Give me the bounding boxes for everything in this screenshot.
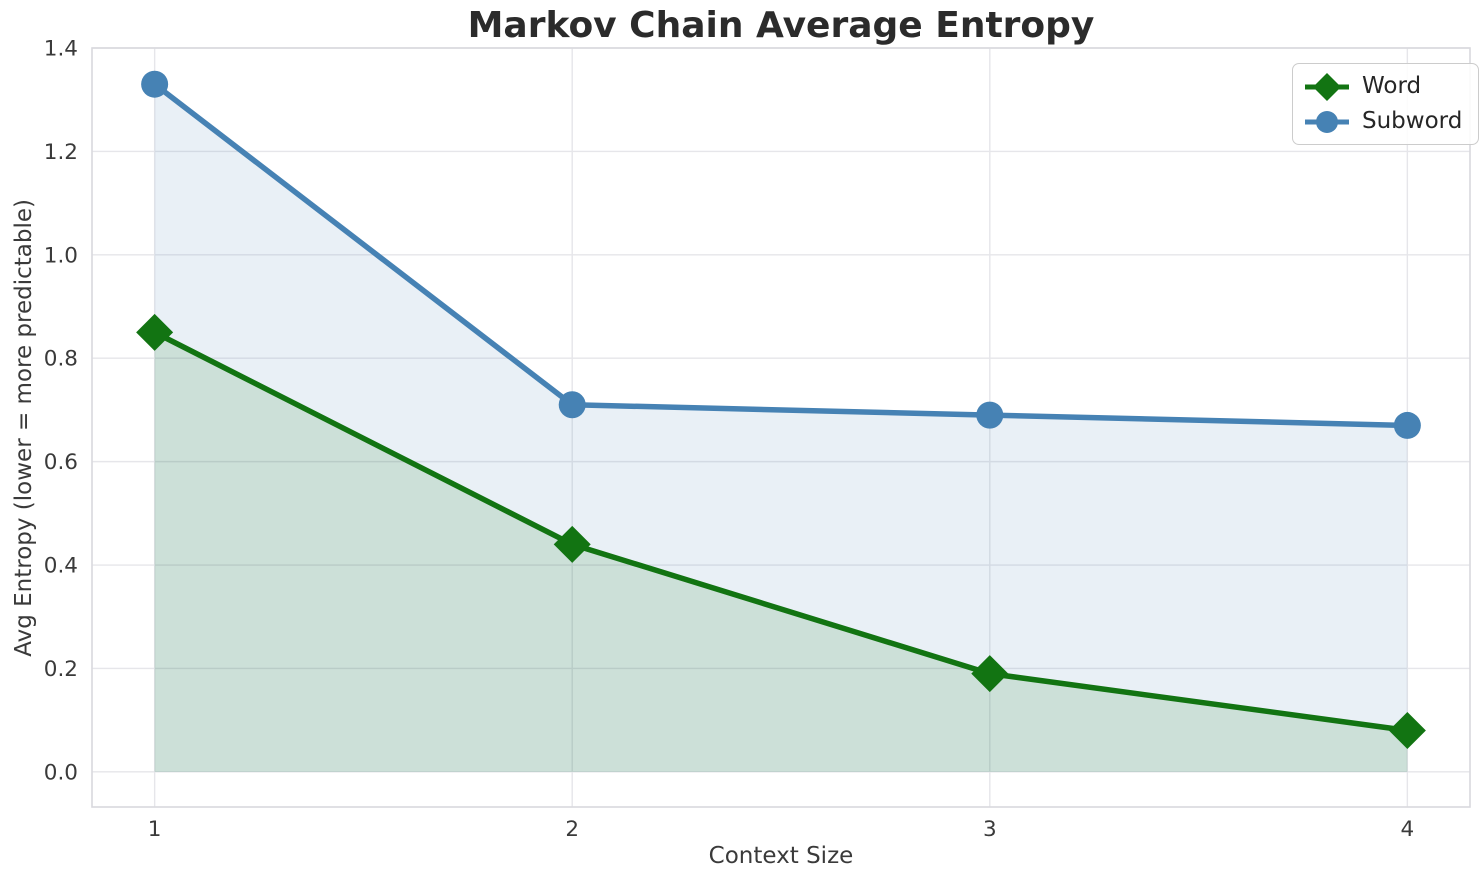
legend-label-word: Word (1362, 73, 1422, 99)
data-point-subword (558, 391, 586, 419)
y-tick-label: 0.4 (44, 554, 78, 579)
data-point-subword (1393, 411, 1421, 439)
y-tick-label: 0.2 (44, 657, 78, 682)
y-tick-label: 1.2 (44, 140, 78, 165)
y-tick-label: 0.8 (44, 347, 78, 372)
legend-item-subword: Subword (1302, 105, 1462, 138)
chart-title: Markov Chain Average Entropy (467, 5, 1095, 46)
x-tick-label: 3 (983, 817, 997, 842)
data-point-word (553, 525, 591, 563)
diamond-marker-icon (1305, 72, 1349, 101)
y-tick-label: 1.4 (44, 37, 78, 62)
plot-frame (91, 47, 1471, 808)
legend: Word Subword (1292, 63, 1480, 145)
x-tick-label: 2 (565, 817, 579, 842)
data-point-word (1388, 711, 1426, 749)
circle-marker-icon (1305, 110, 1349, 133)
data-point-subword (141, 70, 169, 98)
x-tick-label: 1 (148, 817, 162, 842)
x-tick-label: 4 (1401, 817, 1415, 842)
y-tick-label: 0.0 (44, 760, 78, 785)
y-axis-label: Avg Entropy (lower = more predictable) (11, 198, 37, 657)
y-axis-label-wrap: Avg Entropy (lower = more predictable) (6, 48, 42, 807)
legend-item-word: Word (1302, 70, 1462, 103)
series-line-word (151, 329, 1411, 734)
data-point-word (971, 655, 1009, 693)
y-tick-label: 0.6 (44, 450, 78, 475)
data-point-subword (976, 401, 1004, 429)
x-axis-label: Context Size (708, 843, 854, 869)
y-tick-label: 1.0 (44, 243, 78, 268)
data-point-word (136, 313, 174, 351)
series-fill-word (154, 332, 1408, 772)
series-line-subword (151, 81, 1411, 429)
series-fill-subword (154, 84, 1408, 772)
legend-label-subword: Subword (1362, 108, 1463, 134)
